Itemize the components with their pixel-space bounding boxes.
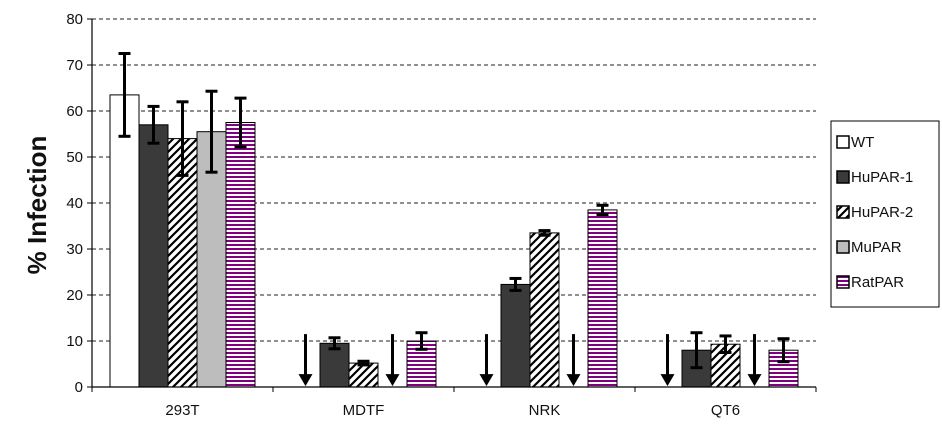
bar [348, 362, 379, 388]
bar [500, 283, 531, 388]
y-tick-label: 30 [66, 241, 83, 258]
legend-label: RatPAR [851, 274, 904, 291]
legend-label: HuPAR-2 [851, 204, 913, 221]
y-tick-label: 50 [66, 149, 83, 166]
bar [319, 342, 350, 388]
bar [138, 124, 169, 388]
y-tick-label: 10 [66, 333, 83, 350]
down-arrow-head [479, 374, 494, 387]
legend-label: HuPAR-1 [851, 169, 913, 186]
bars [109, 94, 799, 388]
x-tick-label: NRK [529, 402, 561, 419]
legend: WT HuPAR-1 HuPAR-2 MuPAR RatPAR [830, 120, 940, 308]
y-tick-label: 0 [75, 379, 83, 396]
y-axis-label: % Infection [22, 136, 52, 275]
x-tick-label: 293T [165, 402, 199, 419]
bar [587, 209, 618, 388]
axes [91, 19, 816, 388]
y-tick-label: 80 [66, 11, 83, 28]
y-tick-label: 60 [66, 103, 83, 120]
arrows [298, 334, 762, 387]
x-axis-ticks: 293T MDTF NRK QT6 [91, 387, 817, 419]
down-arrow-head [385, 374, 400, 387]
down-arrow-head [660, 374, 675, 387]
bar [109, 94, 140, 388]
y-tick-label: 70 [66, 57, 83, 74]
y-tick-label: 40 [66, 195, 83, 212]
down-arrow-head [566, 374, 581, 387]
bar [167, 138, 198, 388]
legend-label: MuPAR [851, 239, 902, 256]
y-tick-label: 20 [66, 287, 83, 304]
legend-swatch [836, 135, 850, 149]
bar [529, 232, 560, 388]
y-axis-ticks: 0 10 20 30 40 50 60 70 80 [66, 11, 92, 396]
legend-swatch [836, 170, 850, 184]
down-arrow-head [298, 374, 313, 387]
legend-swatch [836, 275, 850, 289]
x-tick-label: QT6 [711, 402, 740, 419]
legend-label: WT [851, 134, 874, 151]
x-tick-label: MDTF [343, 402, 385, 419]
bar [225, 122, 256, 388]
legend-swatch [836, 205, 850, 219]
legend-swatch [836, 240, 850, 254]
error-bars [118, 52, 790, 370]
down-arrow-head [747, 374, 762, 387]
